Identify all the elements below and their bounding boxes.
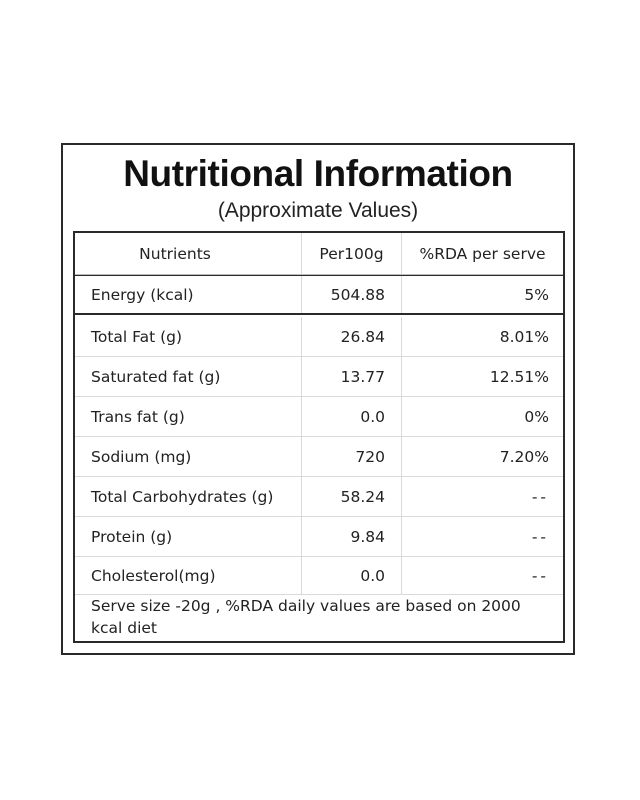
row-per100g: 58.24 [302, 477, 402, 516]
row-nutrient: Protein (g) [75, 517, 302, 556]
label-subtitle: (Approximate Values) [217, 199, 419, 222]
row-rda: -- [531, 566, 549, 585]
row-rda: 0% [524, 407, 549, 426]
table-row: Sodium (mg) 720 7.20% [75, 437, 563, 477]
table-row: Total Carbohydrates (g) 58.24 -- [75, 477, 563, 517]
row-nutrient: Cholesterol(mg) [75, 557, 302, 594]
row-nutrient: Trans fat (g) [75, 397, 302, 436]
row-per100g: 9.84 [302, 517, 402, 556]
row-rda: 12.51% [489, 367, 549, 386]
row-per100g: 26.84 [302, 317, 402, 356]
table-header-row: Nutrients Per100g %RDA per serve [75, 233, 563, 275]
row-rda: 5% [524, 285, 549, 304]
row-nutrient: Saturated fat (g) [75, 357, 302, 396]
label-title: Nutritional Information [123, 153, 513, 194]
row-rda: -- [531, 487, 549, 506]
row-rda: 7.20% [499, 447, 549, 466]
row-nutrient: Sodium (mg) [75, 437, 302, 476]
nutrition-table: Nutrients Per100g %RDA per serve Energy … [73, 231, 565, 643]
row-per100g: 720 [302, 437, 402, 476]
header-nutrients: Nutrients [75, 233, 302, 274]
row-rda: -- [531, 527, 549, 546]
header-rda: %RDA per serve [419, 244, 546, 263]
table-row: Energy (kcal) 504.88 5% [75, 275, 563, 315]
row-per100g: 0.0 [302, 397, 402, 436]
row-per100g: 13.77 [302, 357, 402, 396]
table-row: Protein (g) 9.84 -- [75, 517, 563, 557]
table-row: Saturated fat (g) 13.77 12.51% [75, 357, 563, 397]
header-per100g: Per100g [302, 233, 402, 274]
serving-footnote: Serve size -20g , %RDA daily values are … [91, 597, 521, 637]
row-nutrient: Total Carbohydrates (g) [75, 477, 302, 516]
row-per100g: 504.88 [302, 276, 402, 313]
table-row: Trans fat (g) 0.0 0% [75, 397, 563, 437]
row-nutrient: Energy (kcal) [75, 276, 302, 313]
nutrition-label-panel: Nutritional Information (Approximate Val… [61, 143, 575, 655]
row-nutrient: Total Fat (g) [75, 317, 302, 356]
row-rda: 8.01% [499, 327, 549, 346]
table-row: Total Fat (g) 26.84 8.01% [75, 317, 563, 357]
row-per100g: 0.0 [302, 557, 402, 594]
table-row: Cholesterol(mg) 0.0 -- [75, 557, 563, 595]
